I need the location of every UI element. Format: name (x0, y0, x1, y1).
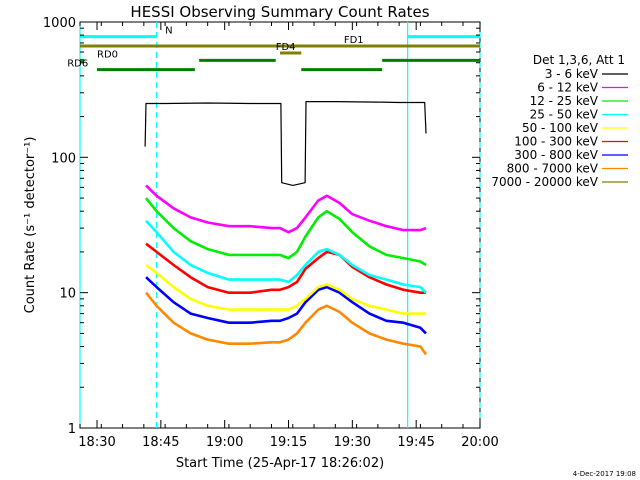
series-line-3 (145, 219, 427, 294)
y-axis-ticks: 1 10 100 1000 (43, 16, 480, 437)
x-axis-label: Start Time (25-Apr-17 18:26:02) (176, 456, 384, 471)
series-line-4 (145, 263, 426, 315)
y-tick-label: 10 (59, 287, 76, 302)
plot-frame (79, 21, 481, 429)
legend-entry-label: 800 - 7000 keV (507, 162, 599, 176)
legend-entry-label: 300 - 800 keV (514, 148, 598, 162)
series-line-2 (144, 197, 427, 267)
y-tick-label: 100 (51, 151, 76, 166)
series-line-5 (145, 242, 426, 294)
overlay-label-fd1: FD1 (344, 35, 364, 46)
legend-entry-label: 50 - 100 keV (522, 121, 599, 135)
x-tick-label: 19:30 (334, 435, 371, 450)
legend-entry-label: 12 - 25 keV (530, 94, 599, 108)
series-layer (144, 101, 428, 356)
overlay-label-rd0: RD0 (97, 49, 118, 60)
y-axis-label: Count Rate (s⁻¹ detector⁻¹) (23, 137, 38, 314)
series-line-1 (145, 184, 427, 234)
x-tick-label: 19:15 (270, 435, 307, 450)
y-tick-label: 1000 (43, 16, 76, 31)
x-tick-label: 19:00 (206, 435, 243, 450)
series-line-6 (145, 276, 427, 335)
series-line-0 (144, 101, 427, 186)
y-tick-label: 1 (68, 422, 76, 437)
footer-timestamp: 4-Dec-2017 19:08 (573, 470, 636, 478)
x-tick-label: 18:45 (142, 435, 179, 450)
series-line-7 (144, 291, 428, 356)
legend-entry-label: 100 - 300 keV (514, 135, 598, 149)
overlay-label-fd4: FD4 (276, 42, 296, 53)
saa-lines (79, 22, 481, 428)
chart-title: HESSI Observing Summary Count Rates (130, 3, 429, 21)
legend-entry-label: 7000 - 20000 keV (491, 175, 598, 189)
x-tick-label: 19:45 (397, 435, 434, 450)
x-axis-ticks: 18:30 18:45 19:00 19:15 19:30 19:45 20:00 (78, 22, 499, 450)
legend-entry-label: 25 - 50 keV (530, 108, 599, 122)
legend-entry-label: 6 - 12 keV (537, 81, 599, 95)
attenuator-overlays: N FD1 FD4 RD0 RD6 (67, 26, 480, 72)
overlay-label-n: N (165, 26, 172, 37)
overlay-label-rd6: RD6 (67, 59, 88, 70)
legend-entry-label: 3 - 6 keV (545, 67, 599, 81)
x-tick-label: 18:30 (78, 435, 115, 450)
x-tick-label: 20:00 (461, 435, 498, 450)
legend-title: Det 1,3,6, Att 1 (533, 53, 625, 67)
